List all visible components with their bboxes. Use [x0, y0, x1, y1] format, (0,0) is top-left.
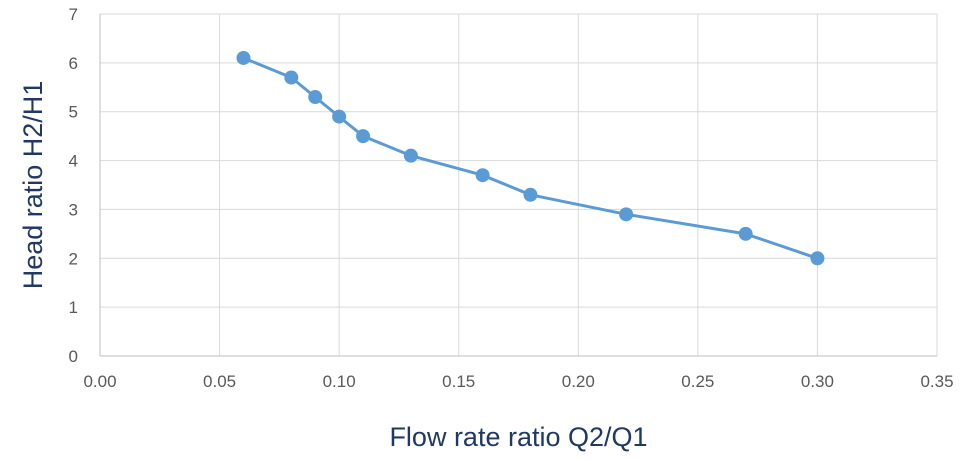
- x-tick-label: 0.05: [203, 372, 236, 391]
- axes: [99, 14, 937, 357]
- data-point: [332, 109, 347, 124]
- x-tick-label: 0.10: [323, 372, 356, 391]
- y-tick-label: 0: [69, 347, 78, 366]
- series-layer: [236, 50, 825, 266]
- y-tick-label: 4: [69, 152, 78, 171]
- data-point: [523, 187, 538, 202]
- y-axis-title: Head ratio H2/H1: [18, 81, 48, 290]
- data-point: [738, 226, 753, 241]
- x-tick-label: 0.35: [920, 372, 953, 391]
- data-point: [308, 90, 323, 105]
- data-point: [475, 168, 490, 183]
- x-tick-label: 0.20: [562, 372, 595, 391]
- data-point: [236, 50, 251, 65]
- x-tick-label: 0.30: [801, 372, 834, 391]
- data-point: [619, 207, 634, 222]
- y-tick-label: 7: [69, 5, 78, 24]
- series-line: [242, 56, 819, 260]
- x-axis-title: Flow rate ratio Q2/Q1: [389, 422, 647, 452]
- x-tick-label: 0.15: [442, 372, 475, 391]
- x-tick-label: 0.25: [681, 372, 714, 391]
- x-tick-label: 0.00: [83, 372, 116, 391]
- tick-labels: 0 1 2 3 4 5 6 7 0.00 0.05 0.10 0.15 0.20 0.25 0.30 0.35: [69, 5, 954, 391]
- data-point: [810, 251, 825, 266]
- data-point: [403, 148, 418, 163]
- data-point: [356, 129, 371, 144]
- y-tick-label: 2: [69, 249, 78, 268]
- y-tick-label: 6: [69, 54, 78, 73]
- data-point: [284, 70, 299, 85]
- grid: [100, 13, 938, 356]
- y-tick-label: 1: [69, 298, 78, 317]
- y-tick-label: 5: [69, 103, 78, 122]
- y-tick-label: 3: [69, 200, 78, 219]
